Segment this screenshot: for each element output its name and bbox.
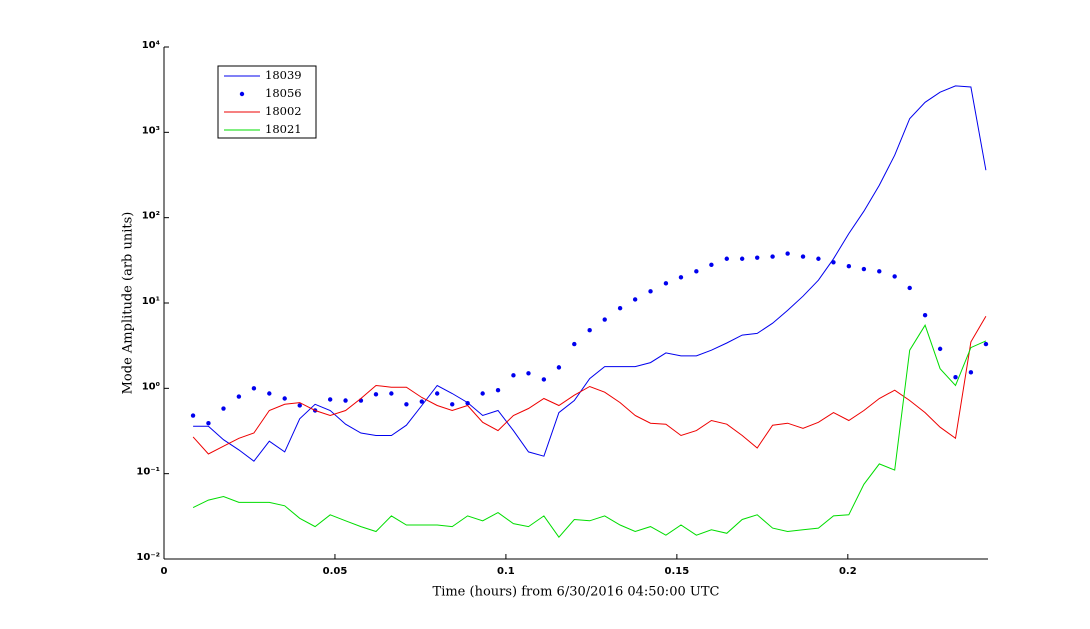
data-point — [251, 386, 257, 391]
data-point — [770, 254, 775, 259]
data-point — [937, 346, 943, 352]
data-point — [282, 396, 287, 401]
data-point — [434, 391, 440, 396]
legend-label: 18021 — [265, 122, 302, 136]
data-point — [465, 400, 470, 406]
data-point — [404, 402, 409, 407]
data-point — [678, 275, 684, 280]
y-tick-label: 10⁻² — [136, 552, 160, 563]
data-point — [831, 260, 836, 265]
y-tick-label: 10⁰ — [142, 381, 160, 392]
legend-label: 18039 — [265, 68, 302, 82]
x-tick-label: 0.15 — [665, 566, 690, 577]
data-point — [572, 341, 577, 347]
data-point — [480, 391, 485, 396]
data-point — [190, 413, 196, 418]
data-point — [236, 394, 242, 399]
data-point — [206, 421, 211, 426]
data-point — [327, 397, 333, 402]
data-point — [602, 317, 607, 322]
data-point — [907, 285, 912, 291]
data-point — [663, 281, 669, 286]
y-tick-label: 10² — [142, 211, 160, 222]
data-point — [983, 341, 989, 347]
x-axis-label: Time (hours) from 6/30/2016 04:50:00 UTC — [433, 585, 720, 600]
y-tick-label: 10³ — [142, 125, 160, 136]
data-point — [511, 373, 516, 378]
data-point — [648, 289, 653, 294]
data-point — [541, 377, 547, 382]
data-point — [953, 375, 958, 380]
data-point — [343, 398, 348, 403]
data-point — [816, 256, 821, 261]
y-axis-label: Mode Amplitude (arb units) — [121, 212, 136, 395]
x-tick-label: 0.1 — [497, 566, 515, 577]
data-point — [846, 263, 852, 269]
data-point — [724, 256, 729, 261]
data-point — [297, 403, 302, 408]
legend-label: 18056 — [265, 86, 302, 100]
data-point — [556, 365, 562, 370]
data-point — [450, 402, 455, 407]
x-tick-label: 0.2 — [839, 566, 857, 577]
data-point — [389, 391, 394, 396]
data-point — [419, 399, 424, 404]
series-line — [192, 324, 987, 539]
x-tick-label: 0.05 — [323, 566, 348, 577]
y-tick-label: 10⁻¹ — [136, 467, 160, 478]
data-point — [877, 269, 882, 274]
data-point — [800, 254, 806, 259]
data-point — [785, 251, 790, 256]
series-line — [193, 85, 987, 462]
data-point — [632, 297, 638, 302]
series-line — [192, 315, 987, 455]
data-point — [495, 388, 501, 393]
data-point — [968, 370, 974, 375]
y-tick-label: 10¹ — [142, 296, 160, 307]
data-point — [617, 305, 623, 311]
data-point — [221, 406, 226, 411]
x-tick-label: 0 — [161, 566, 168, 577]
data-point — [694, 269, 699, 274]
data-point — [739, 256, 745, 261]
data-point — [587, 328, 592, 333]
data-point — [373, 392, 379, 397]
data-point — [267, 391, 272, 396]
data-point — [755, 255, 760, 260]
legend-marker — [239, 91, 245, 97]
data-point — [892, 274, 897, 279]
legend-label: 18002 — [265, 104, 302, 118]
y-tick-label: 10⁴ — [142, 40, 160, 51]
data-point — [709, 262, 714, 268]
data-point — [922, 312, 928, 318]
data-point — [861, 266, 867, 272]
data-point — [526, 371, 531, 376]
legend-box — [217, 65, 317, 139]
